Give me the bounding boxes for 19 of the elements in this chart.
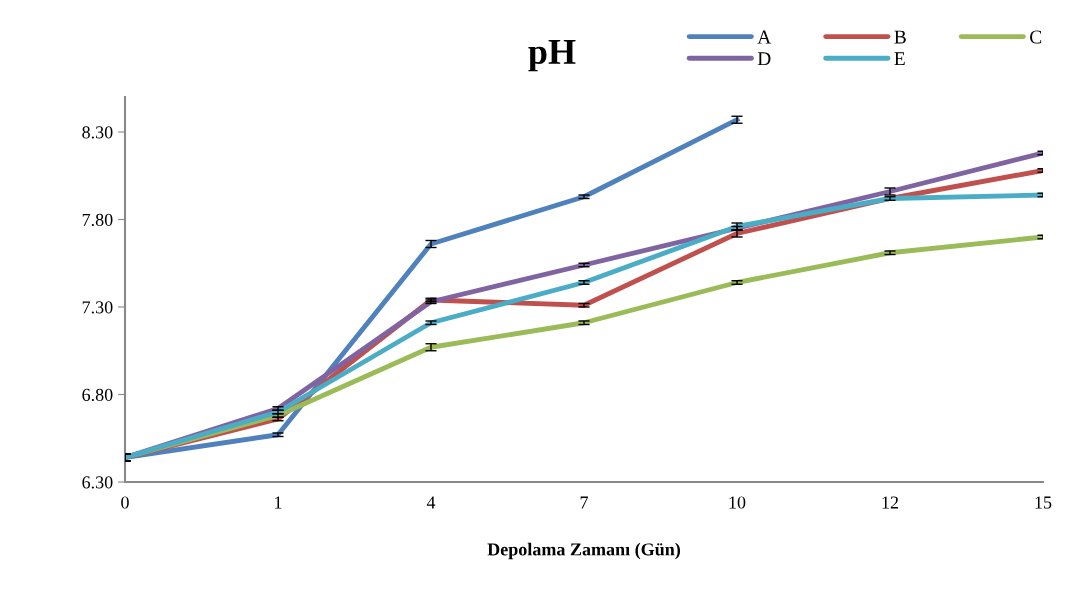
x-tick-label: 7 bbox=[580, 496, 588, 509]
y-tick-label: 6.80 bbox=[82, 388, 113, 402]
legend-label: A bbox=[757, 30, 772, 44]
x-axis-title: Depolama Zamanı (Gün) bbox=[487, 542, 681, 560]
legend-label: B bbox=[894, 30, 906, 44]
legend-label: D bbox=[757, 52, 771, 66]
y-tick-label: 7.80 bbox=[82, 213, 113, 227]
chart-title: pH bbox=[528, 40, 576, 72]
x-tick-label: 10 bbox=[729, 496, 746, 509]
y-tick-label: 6.30 bbox=[82, 476, 113, 489]
x-tick-label: 1 bbox=[275, 496, 282, 509]
y-tick-label: 8.30 bbox=[82, 126, 113, 139]
x-tick-label: 0 bbox=[121, 496, 129, 509]
legend-label: E bbox=[894, 52, 905, 66]
x-tick-label: 4 bbox=[426, 496, 436, 509]
x-tick-label: 15 bbox=[1035, 496, 1052, 509]
x-tick-label: 12 bbox=[882, 496, 899, 509]
legend-label: C bbox=[1030, 30, 1042, 44]
y-tick-label: 7.30 bbox=[82, 301, 113, 314]
